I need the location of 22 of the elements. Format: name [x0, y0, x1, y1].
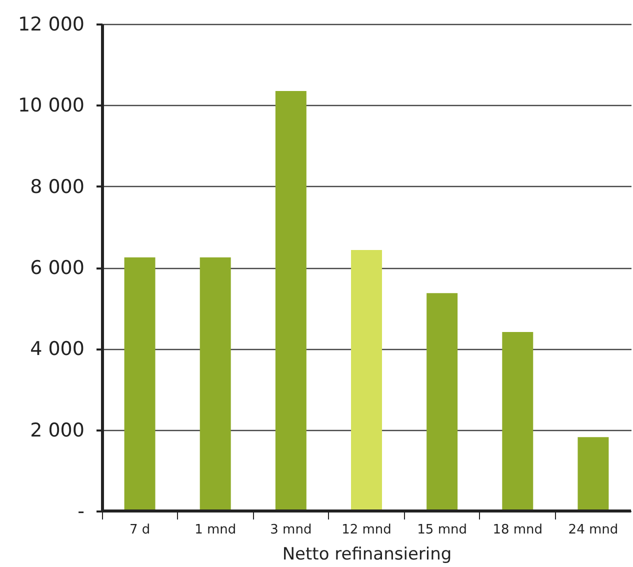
y-tick-label: 2 000	[30, 419, 84, 442]
x-tick-label: 1 mnd	[194, 522, 236, 538]
y-tick-label: 12 000	[18, 14, 84, 36]
x-tick-label: 3 mnd	[270, 522, 312, 538]
x-tick-label: 7 d	[129, 522, 150, 538]
y-tick-label: 4 000	[30, 338, 84, 360]
x-tick-label: 18 mnd	[492, 522, 543, 538]
bar	[200, 257, 231, 511]
bar	[426, 293, 458, 511]
bar	[578, 437, 609, 511]
y-tick-label: 8 000	[30, 176, 84, 198]
bar	[502, 332, 534, 511]
y-tick-label: 10 000	[18, 94, 84, 117]
y-tick-label: -	[78, 500, 84, 522]
x-tick-label: 15 mnd	[417, 522, 467, 538]
bar	[351, 250, 382, 511]
x-tick-label: 12 mnd	[342, 522, 392, 538]
bar	[124, 257, 156, 511]
bar	[275, 90, 306, 511]
x-tick-label: 24 mnd	[568, 522, 618, 538]
y-tick-label: 6 000	[30, 257, 84, 279]
x-axis-title: Netto refinansiering	[282, 544, 452, 564]
